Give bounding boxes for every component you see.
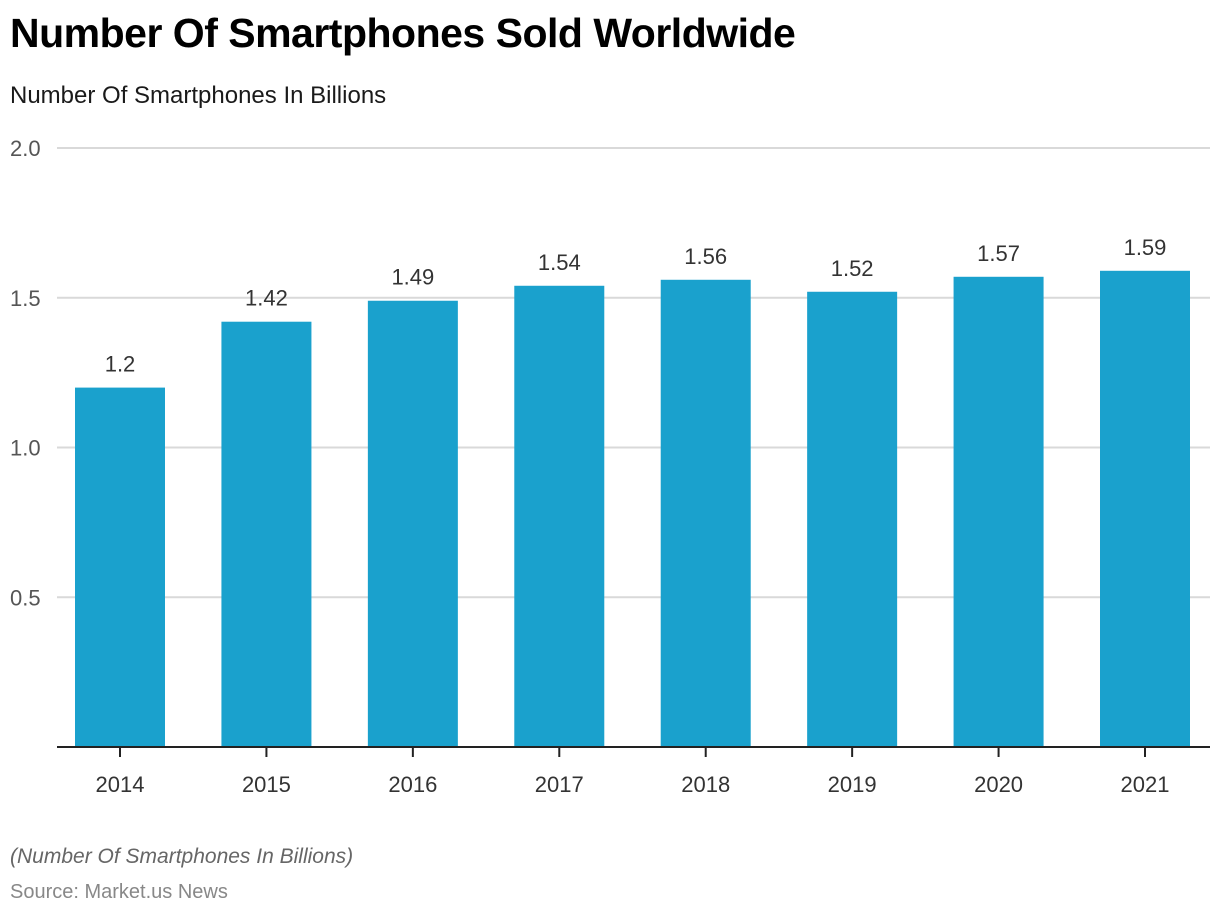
x-tick-label: 2019 [828, 772, 877, 797]
bar-2016 [367, 300, 458, 747]
data-label: 1.2 [105, 352, 136, 377]
data-label: 1.56 [684, 244, 727, 269]
data-label: 1.54 [538, 250, 581, 275]
data-label: 1.42 [245, 286, 288, 311]
bar-2021 [1100, 270, 1190, 747]
bar-2018 [660, 279, 751, 747]
y-tick-label: 0.5 [10, 585, 41, 610]
chart-title: Number Of Smartphones Sold Worldwide [10, 10, 796, 56]
data-label: 1.59 [1124, 235, 1167, 260]
bar-2017 [514, 285, 605, 747]
x-tick-label: 2014 [96, 772, 145, 797]
chart-source: Source: Market.us News [10, 881, 228, 903]
chart-footnote: (Number Of Smartphones In Billions) [10, 845, 354, 868]
bar-2014 [75, 387, 165, 747]
bars [75, 270, 1190, 747]
x-tick-label: 2018 [681, 772, 730, 797]
y-tick-label: 1.0 [10, 436, 41, 461]
data-label: 1.52 [831, 256, 874, 281]
data-labels: 1.2 1.42 1.49 1.54 1.56 1.52 1.57 1.59 [105, 235, 1167, 377]
x-axis-ticks: 2014 2015 2016 2017 2018 2019 2020 2021 [96, 747, 1170, 797]
x-tick-label: 2021 [1121, 772, 1170, 797]
bar-2019 [807, 291, 898, 747]
x-tick-label: 2020 [974, 772, 1023, 797]
bar-2015 [221, 321, 312, 747]
x-tick-label: 2015 [242, 772, 291, 797]
bar-2020 [953, 276, 1044, 747]
x-tick-label: 2016 [388, 772, 437, 797]
chart-subtitle: Number Of Smartphones In Billions [10, 82, 387, 109]
data-label: 1.57 [977, 241, 1020, 266]
x-tick-label: 2017 [535, 772, 584, 797]
y-axis-ticks: 0.5 1.0 1.5 2.0 [10, 136, 41, 610]
data-label: 1.49 [391, 265, 434, 290]
y-tick-label: 2.0 [10, 136, 41, 161]
y-tick-label: 1.5 [10, 286, 41, 311]
